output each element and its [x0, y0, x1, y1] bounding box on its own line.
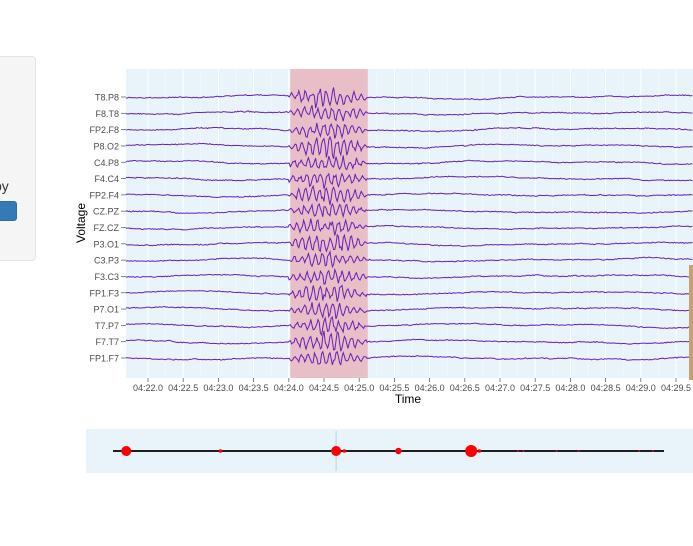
- eeg-trace: [125, 122, 693, 140]
- navigator-background: [86, 429, 693, 473]
- channel-label: C4.P8: [94, 158, 119, 168]
- navigator-events: [121, 445, 654, 457]
- eeg-trace: [125, 267, 693, 285]
- x-tick-label: 04:24.5: [309, 383, 339, 393]
- event-marker[interactable]: [517, 450, 519, 452]
- channel-label: F3.C3: [94, 272, 119, 282]
- eeg-trace: [125, 184, 693, 206]
- event-marker[interactable]: [218, 449, 223, 453]
- eeg-trace: [125, 87, 693, 109]
- eeg-trace: [126, 350, 693, 366]
- eeg-traces: [125, 87, 693, 366]
- event-marker[interactable]: [331, 446, 342, 456]
- x-tick-label: 04:27.5: [520, 383, 550, 393]
- eeg-trace: [125, 316, 693, 337]
- event-marker[interactable]: [395, 447, 402, 455]
- eeg-trace: [125, 233, 693, 253]
- eeg-trace: [125, 330, 693, 352]
- eeg-trace: [125, 218, 693, 236]
- channel-label: FZ.CZ: [94, 223, 120, 233]
- x-tick-label: 04:25.5: [379, 383, 409, 393]
- x-tick-label: 04:28.5: [591, 383, 621, 393]
- eeg-trace: [125, 105, 693, 122]
- channel-label: T7.P7: [95, 321, 119, 331]
- channel-labels: T8.P8 F8.T8 FP2.F8 P8.O2 C4.P8 F4.C4 FP2.F4 CZ.…: [89, 93, 126, 364]
- clipped-panel-edge: [689, 265, 693, 380]
- x-tick-label: 04:26.0: [415, 383, 445, 393]
- eeg-trace: [126, 301, 693, 320]
- channel-label: P7.O1: [93, 305, 119, 315]
- control-panel: [0, 56, 36, 261]
- channel-label: FP1.F7: [89, 354, 119, 364]
- channel-label: F7.T7: [95, 337, 119, 347]
- channel-label: FP1.F3: [89, 288, 119, 298]
- eeg-trace: [125, 284, 693, 303]
- channel-label: P3.O1: [93, 239, 119, 249]
- eeg-trace: [125, 155, 693, 171]
- y-axis-title: Voltage: [74, 203, 88, 243]
- channel-label: P8.O2: [93, 141, 119, 151]
- x-tick-label: 04:23.0: [203, 383, 233, 393]
- x-tick-label: 04:22.0: [133, 383, 163, 393]
- x-tick-label: 04:29.5: [661, 383, 691, 393]
- event-marker[interactable]: [342, 449, 347, 453]
- x-tick-label: 04:27.0: [485, 383, 515, 393]
- x-tick-label: 04:29.0: [626, 383, 656, 393]
- event-marker[interactable]: [652, 450, 654, 452]
- time-axis-ticks: 04:22.0 04:22.5 04:23.0 04:23.5 04:24.0 04:24…: [133, 378, 691, 393]
- channel-label: F8.T8: [95, 109, 119, 119]
- x-tick-label: 04:22.5: [168, 383, 198, 393]
- event-marker[interactable]: [555, 450, 558, 452]
- panel-action-button[interactable]: [0, 201, 17, 221]
- plot-panel-background: [126, 69, 693, 378]
- x-tick-label: 04:25.0: [344, 383, 374, 393]
- channel-label: T8.P8: [95, 93, 119, 103]
- x-tick-label: 04:23.5: [239, 383, 269, 393]
- x-tick-label: 04:26.5: [450, 383, 480, 393]
- event-marker[interactable]: [477, 449, 482, 453]
- control-panel-label: py: [0, 178, 9, 194]
- eeg-trace: [125, 172, 693, 189]
- x-axis-title: Time: [395, 392, 422, 406]
- event-marker[interactable]: [465, 445, 478, 457]
- eeg-trace: [125, 249, 693, 269]
- channel-label: F4.C4: [94, 174, 119, 184]
- eeg-trace: [126, 135, 693, 159]
- channel-label: CZ.PZ: [93, 207, 120, 217]
- eeg-plot[interactable]: T8.P8 F8.T8 FP2.F8 P8.O2 C4.P8 F4.C4 FP2.F4 CZ.…: [0, 0, 693, 420]
- event-marker[interactable]: [121, 446, 132, 456]
- event-marker[interactable]: [577, 450, 580, 452]
- x-tick-label: 04:28.0: [555, 383, 585, 393]
- channel-label: C3.P3: [94, 256, 119, 266]
- x-tick-label: 04:24.0: [274, 383, 304, 393]
- channel-label: FP2.F4: [89, 190, 119, 200]
- event-marker[interactable]: [638, 450, 641, 452]
- eeg-trace: [125, 202, 693, 219]
- channel-label: FP2.F8: [89, 125, 119, 135]
- event-marker[interactable]: [522, 450, 525, 452]
